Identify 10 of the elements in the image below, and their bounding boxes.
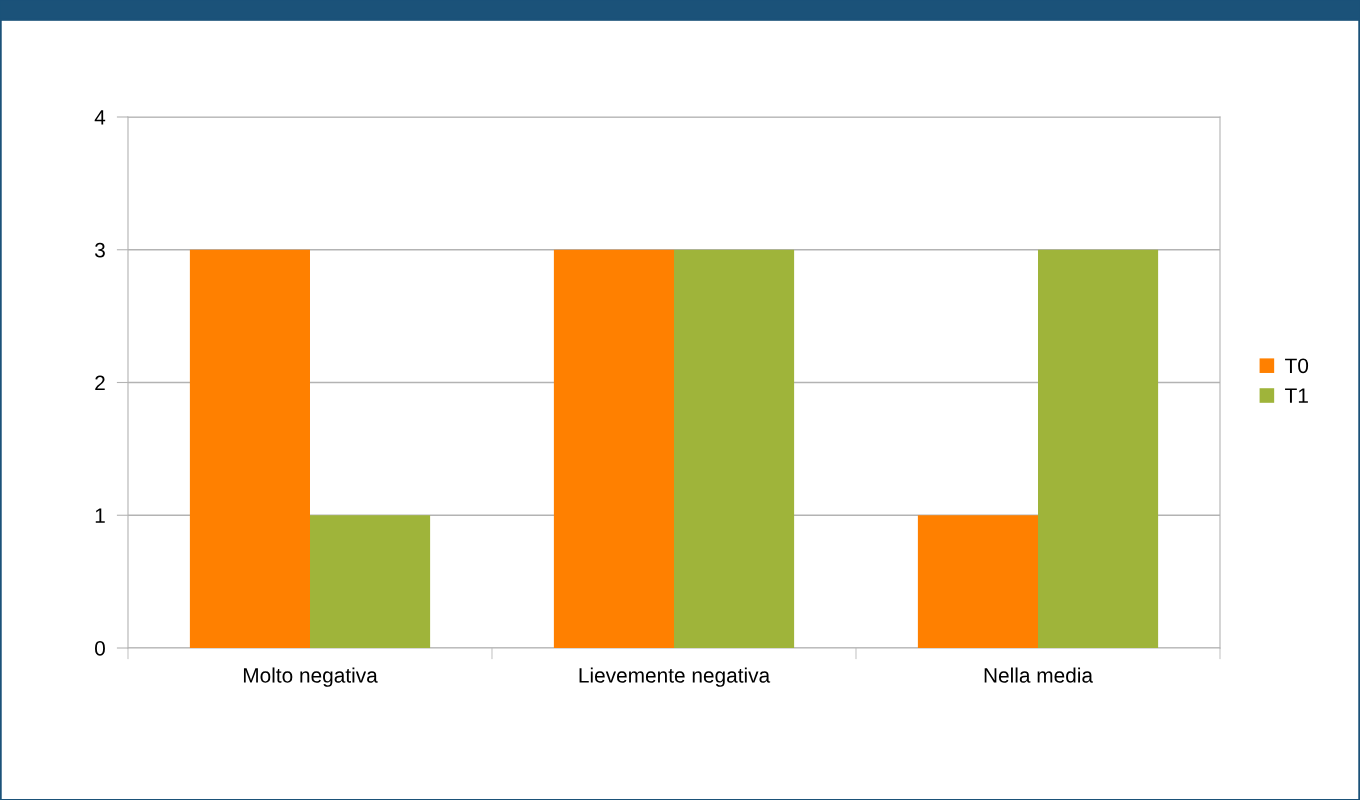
legend-label: T0 bbox=[1285, 358, 1309, 374]
x-tick-label: Nella media bbox=[984, 667, 1093, 683]
legend-label: T1 bbox=[1285, 388, 1308, 403]
x-tick-label: Lievemente negativa bbox=[579, 667, 771, 687]
y-tick-label: 4 bbox=[94, 110, 106, 125]
y-tick-label: 0 bbox=[95, 641, 105, 656]
y-tick-label: 1 bbox=[95, 508, 105, 523]
y-tick-label: 2 bbox=[95, 375, 105, 391]
x-tick-label: Molto negativa bbox=[243, 667, 378, 687]
y-tick-label: 3 bbox=[94, 242, 105, 258]
